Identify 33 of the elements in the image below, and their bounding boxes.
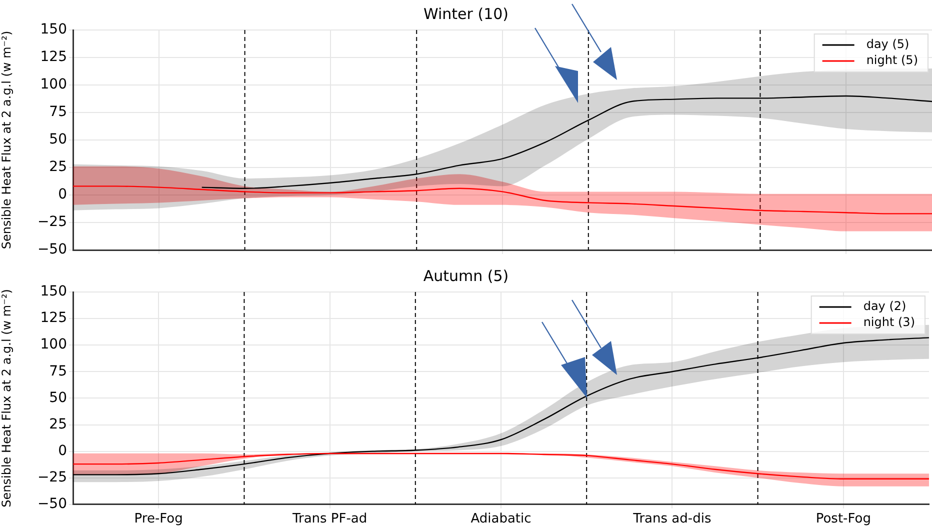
y-tick-label: 75 <box>49 363 67 380</box>
legend-label: night (5) <box>866 53 918 68</box>
y-tick-label: −50 <box>37 242 67 258</box>
x-tick-label: Post-Fog <box>816 512 871 527</box>
y-tick-label: −50 <box>37 496 67 512</box>
y-tick-label: 150 <box>40 22 67 38</box>
y-tick-label: 25 <box>49 416 67 432</box>
y-tick-label: 50 <box>49 132 67 148</box>
y-tick-label: 0 <box>58 186 67 203</box>
y-tick-label: −25 <box>37 214 67 230</box>
legend-label: night (3) <box>863 315 916 330</box>
y-tick-label: 125 <box>40 310 67 326</box>
x-tick-label: Adiabatic <box>470 512 532 527</box>
y-tick-label: 100 <box>40 76 67 93</box>
line-series <box>72 186 932 214</box>
x-tick-label: Trans ad-dis <box>632 512 712 527</box>
y-axis-title: Sensible Heat Flux at 2 a.g.l (w m⁻²) <box>0 289 14 508</box>
legend-label: day (5) <box>866 37 910 52</box>
y-tick-label: 0 <box>58 442 67 459</box>
y-axis-title: Sensible Heat Flux at 2 a.g.l (w m⁻²) <box>0 30 14 250</box>
y-tick-label: 150 <box>40 284 67 300</box>
y-tick-label: −25 <box>37 469 67 486</box>
y-tick-label: 100 <box>40 336 67 353</box>
legend-label: day (2) <box>863 299 906 314</box>
x-tick-label: Trans PF-ad <box>291 512 368 527</box>
chart-title: Autumn (5) <box>423 266 509 285</box>
y-tick-label: 25 <box>49 159 67 176</box>
y-tick-label: 125 <box>40 49 67 66</box>
y-tick-label: 75 <box>49 104 67 120</box>
chart-title: Winter (10) <box>423 4 509 23</box>
x-tick-label: Pre-Fog <box>134 512 183 527</box>
y-tick-label: 50 <box>49 390 67 406</box>
line-series <box>72 452 930 480</box>
